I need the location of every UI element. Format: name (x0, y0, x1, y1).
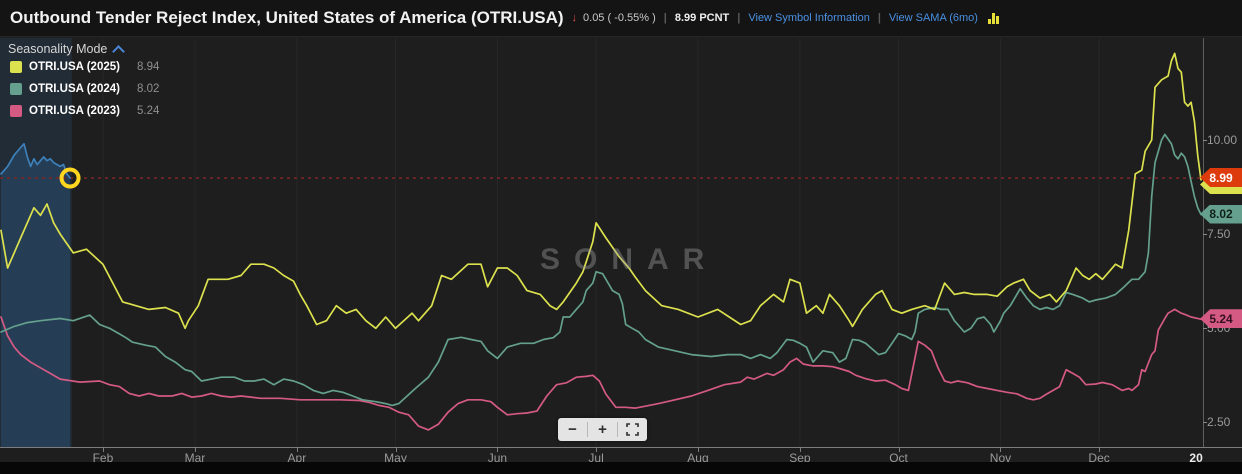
x-axis-label-oct: Oct (889, 451, 908, 465)
price-label-8.99: 8.99 (1200, 168, 1242, 188)
bottom-strip (0, 462, 1242, 474)
x-axis-label-apr: Apr (287, 451, 307, 465)
time-axis-line (0, 447, 1242, 448)
x-axis-tick (898, 448, 900, 452)
last-value-text: 8.99 PCNT (674, 12, 730, 24)
x-axis-label-jul: Jul (588, 451, 604, 465)
separator: | (663, 12, 667, 24)
x-axis-label-mar: Mar (184, 451, 206, 465)
price-label-5.24: 5.24 (1200, 309, 1242, 329)
x-axis-tick (1099, 448, 1101, 452)
zoom-in-button[interactable]: + (598, 421, 607, 438)
y-axis-tick (1203, 328, 1207, 330)
y-axis-tick-label: 10.00 (1207, 133, 1238, 147)
legend-label: OTRI.USA (2024) (29, 83, 120, 95)
x-axis-tick (395, 448, 397, 452)
change-text: 0.05 ( -0.55% ) (583, 12, 656, 24)
fullscreen-button[interactable] (618, 418, 647, 441)
legend-label: OTRI.USA (2023) (29, 105, 120, 117)
x-axis-label-nov: Nov (989, 451, 1012, 465)
y-axis-tick (1203, 234, 1207, 236)
y-axis-tick (1203, 422, 1207, 424)
legend-swatch (10, 83, 22, 95)
x-axis-tick (296, 448, 298, 452)
x-axis-current-day-label: 20 (1189, 451, 1203, 465)
x-axis-tick (697, 448, 699, 452)
fullscreen-icon (626, 423, 639, 436)
change-down-arrow-icon: ↓ (571, 12, 578, 24)
legend-items: OTRI.USA (2025) 8.94 OTRI.USA (2024) 8.02 OT… (8, 56, 159, 122)
view-sama-link[interactable]: View SAMA (6mo) (888, 12, 978, 24)
x-axis-tick (194, 448, 196, 452)
toolbar-divider (617, 422, 618, 437)
legend-swatch (10, 105, 22, 117)
page-title: Outbound Tender Reject Index, United Sta… (10, 8, 564, 27)
x-axis-tick (799, 448, 801, 452)
legend-item-2023[interactable]: OTRI.USA (2023) 5.24 (10, 100, 159, 122)
legend-item-2025[interactable]: OTRI.USA (2025) 8.94 (10, 56, 159, 78)
x-axis-label-aug: Aug (687, 451, 709, 465)
legend-value: 5.24 (137, 105, 160, 117)
x-axis-tick (596, 448, 598, 452)
y-axis-tick-label: 2.50 (1207, 415, 1231, 430)
x-axis-label-jun: Jun (487, 451, 508, 465)
x-axis-label-may: May (384, 451, 407, 465)
toolbar-divider (587, 422, 588, 437)
x-axis-tick (1000, 448, 1002, 452)
header-bar: Outbound Tender Reject Index, United Sta… (0, 0, 1242, 37)
legend-panel: Seasonality Mode OTRI.USA (2025) 8.94 OTRI… (8, 42, 159, 122)
legend-value: 8.02 (137, 83, 160, 95)
separator: | (737, 12, 741, 24)
x-axis-label-feb: Feb (92, 451, 114, 465)
sonar-watermark: SONAR (540, 243, 719, 276)
legend-label: OTRI.USA (2025) (29, 61, 120, 73)
price-label-8.02: 8.02 (1200, 204, 1242, 224)
x-axis-label-sep: Sep (789, 451, 811, 465)
view-symbol-information-link[interactable]: View Symbol Information (748, 12, 870, 24)
legend-item-2024[interactable]: OTRI.USA (2024) 8.02 (10, 78, 159, 100)
current-date-line (1203, 38, 1204, 448)
bar-chart-icon[interactable] (987, 12, 999, 24)
zoom-toolbar: − + (558, 418, 647, 441)
legend-swatch (10, 61, 22, 73)
seasonality-mode-toggle[interactable]: Seasonality Mode (8, 42, 159, 58)
seasonality-mode-label: Seasonality Mode (8, 42, 108, 56)
y-axis-tick (1203, 140, 1207, 141)
separator: | (877, 12, 881, 24)
x-axis-label-dec: Dec (1088, 451, 1110, 465)
x-axis-tick (102, 448, 104, 452)
y-axis-tick-label: 7.50 (1207, 227, 1231, 242)
legend-value: 8.94 (137, 61, 160, 73)
zoom-out-button[interactable]: − (568, 421, 577, 438)
x-axis-tick (497, 448, 499, 452)
